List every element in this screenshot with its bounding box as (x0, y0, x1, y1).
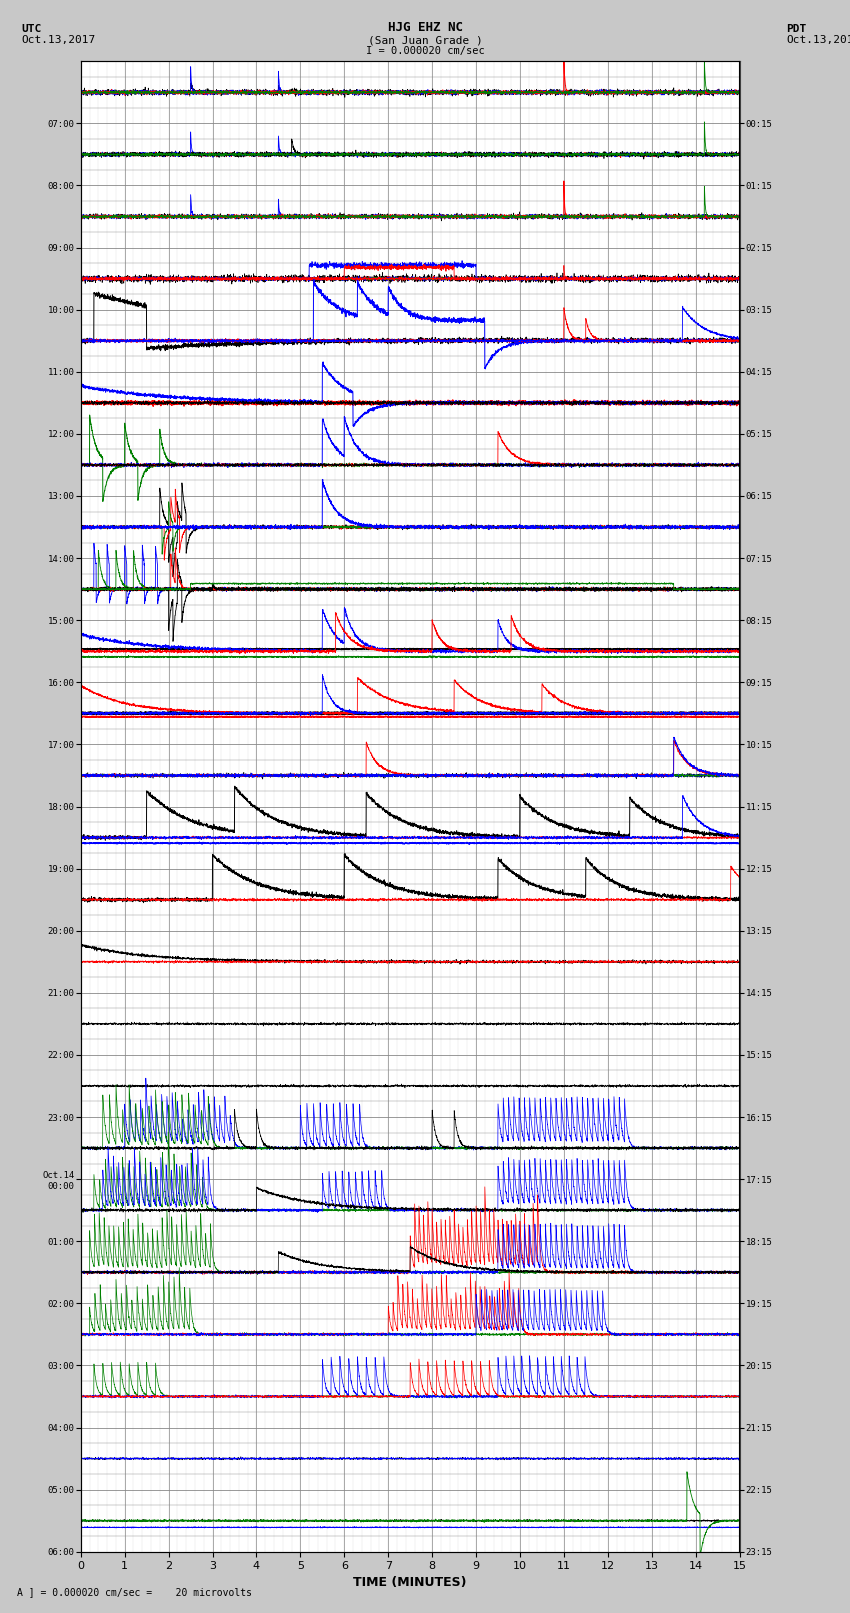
Text: (San Juan Grade ): (San Juan Grade ) (367, 35, 483, 45)
X-axis label: TIME (MINUTES): TIME (MINUTES) (354, 1576, 467, 1589)
Text: A ] = 0.000020 cm/sec =    20 microvolts: A ] = 0.000020 cm/sec = 20 microvolts (17, 1587, 252, 1597)
Text: PDT: PDT (786, 24, 807, 34)
Text: HJG EHZ NC: HJG EHZ NC (388, 21, 462, 34)
Text: I = 0.000020 cm/sec: I = 0.000020 cm/sec (366, 47, 484, 56)
Text: Oct.13,2017: Oct.13,2017 (786, 35, 850, 45)
Text: UTC: UTC (21, 24, 42, 34)
Text: Oct.13,2017: Oct.13,2017 (21, 35, 95, 45)
